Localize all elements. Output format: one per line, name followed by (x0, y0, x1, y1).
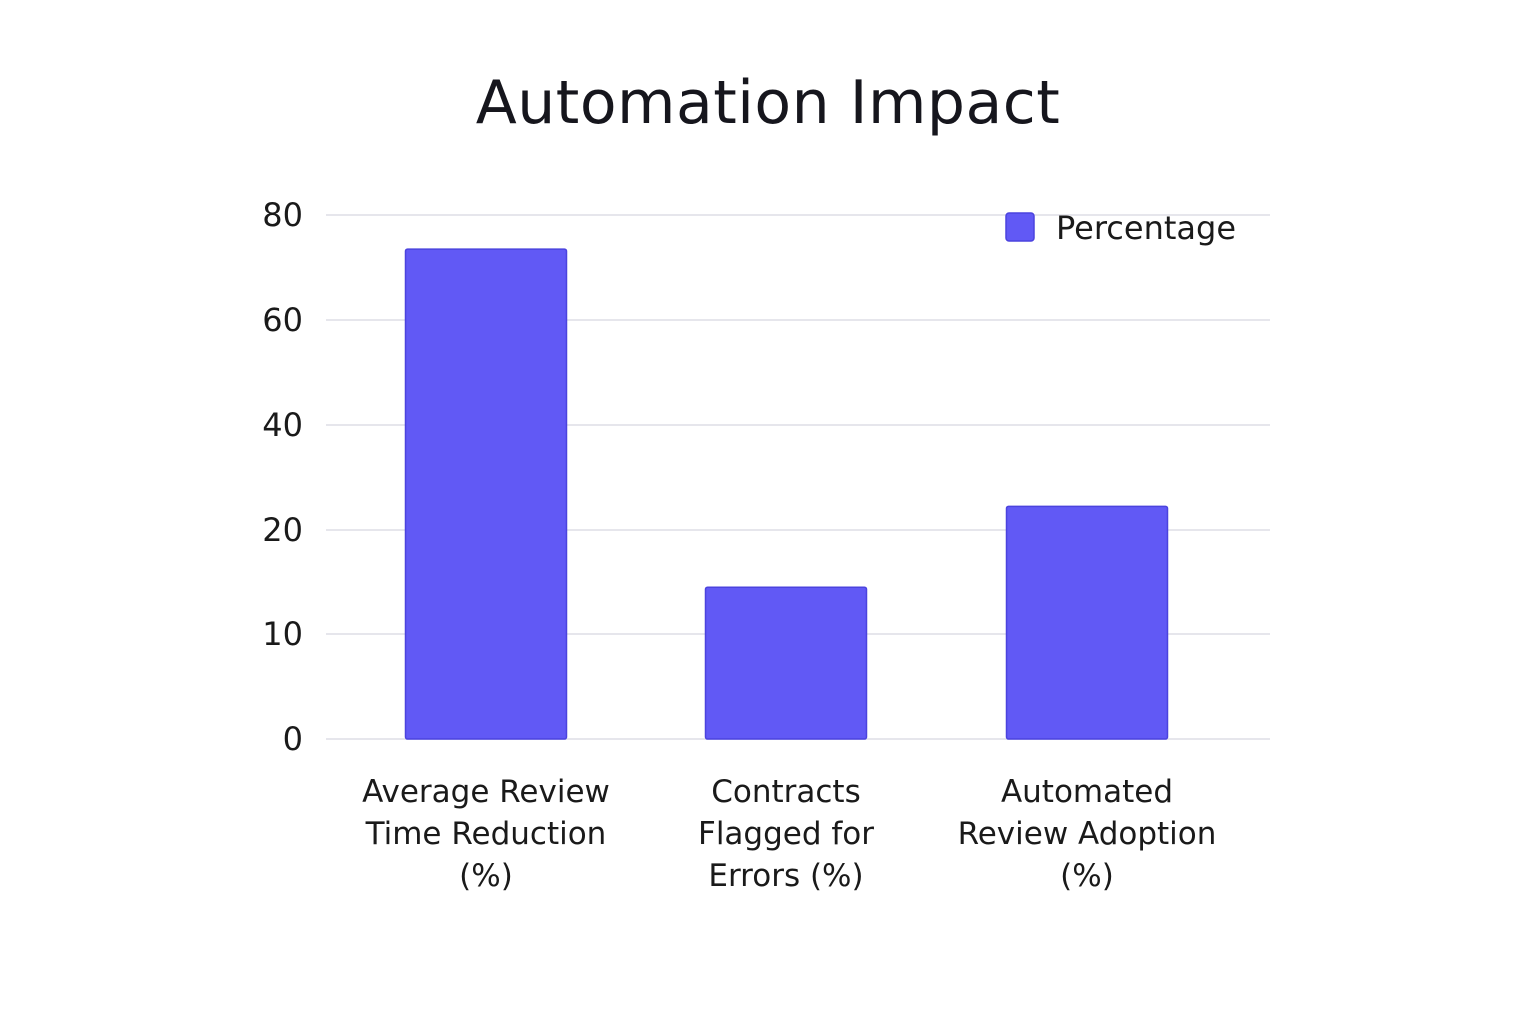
legend-swatch (1005, 212, 1035, 242)
y-axis-ticks: 0 10 20 40 60 80 (262, 196, 303, 758)
x-axis-category-labels: Average Review Time Reduction (%) Contracts… (362, 774, 1216, 894)
y-tick-label: 40 (262, 406, 303, 444)
legend: Percentage (1005, 209, 1236, 247)
bar (404, 248, 568, 740)
y-tick-label: 0 (283, 720, 303, 758)
bar (704, 586, 868, 740)
y-tick-label: 10 (262, 615, 303, 653)
x-category-label: Automated Review Adoption (%) (958, 774, 1217, 894)
y-tick-label: 60 (262, 301, 303, 339)
y-tick-label: 20 (262, 511, 303, 549)
y-tick-label: 80 (262, 196, 303, 234)
bars (404, 248, 1169, 740)
chart-title: Automation Impact (475, 68, 1061, 138)
x-category-label: Contracts Flagged for Errors (%) (698, 774, 874, 894)
bar (1005, 505, 1169, 740)
x-category-label: Average Review Time Reduction (%) (362, 774, 610, 894)
legend-label: Percentage (1056, 209, 1236, 247)
